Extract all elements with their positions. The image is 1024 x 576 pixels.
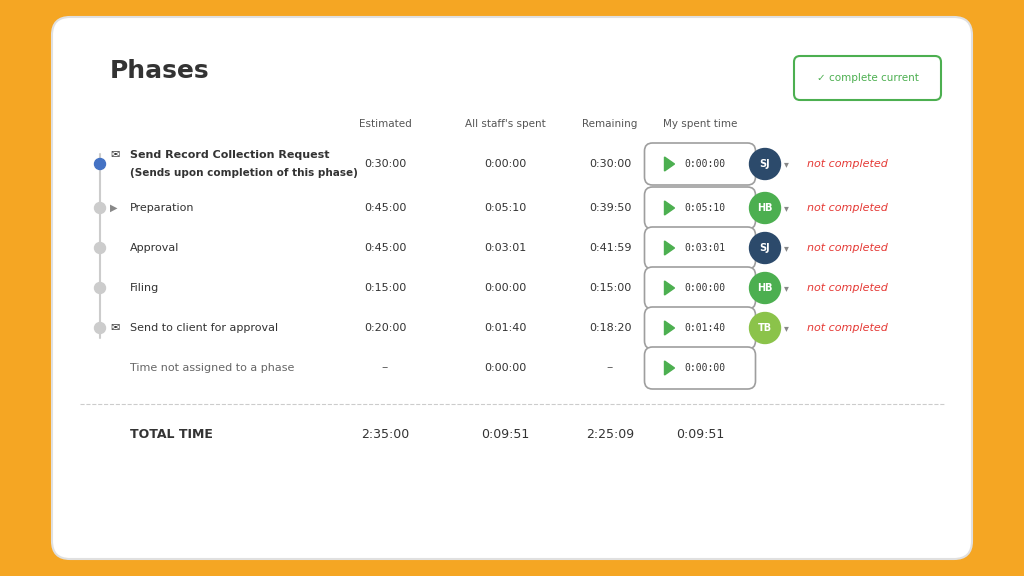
Text: –: – — [607, 362, 613, 374]
Text: 0:20:00: 0:20:00 — [364, 323, 407, 333]
Circle shape — [94, 203, 105, 214]
FancyBboxPatch shape — [644, 187, 756, 229]
Text: 0:30:00: 0:30:00 — [364, 159, 407, 169]
Polygon shape — [665, 201, 675, 215]
Text: Estimated: Estimated — [358, 119, 412, 129]
Text: 0:00:00: 0:00:00 — [684, 363, 726, 373]
Text: TB: TB — [758, 323, 772, 333]
Circle shape — [750, 313, 780, 343]
Polygon shape — [665, 157, 675, 171]
Text: 0:18:20: 0:18:20 — [589, 323, 631, 333]
Polygon shape — [665, 241, 675, 255]
Circle shape — [94, 282, 105, 294]
Text: 2:35:00: 2:35:00 — [360, 427, 410, 441]
Text: 0:15:00: 0:15:00 — [589, 283, 631, 293]
Text: 0:03:01: 0:03:01 — [684, 243, 726, 253]
FancyBboxPatch shape — [644, 227, 756, 269]
Text: 0:00:00: 0:00:00 — [484, 283, 526, 293]
Circle shape — [750, 233, 780, 263]
Text: 2:25:09: 2:25:09 — [586, 427, 634, 441]
FancyBboxPatch shape — [644, 307, 756, 349]
Text: ✉: ✉ — [110, 323, 120, 333]
Text: Send Record Collection Request: Send Record Collection Request — [130, 150, 330, 160]
Text: ✉: ✉ — [110, 150, 120, 160]
Text: Preparation: Preparation — [130, 203, 195, 213]
Text: not completed: not completed — [807, 243, 888, 253]
Text: 0:45:00: 0:45:00 — [364, 243, 407, 253]
Text: Filing: Filing — [130, 283, 160, 293]
Text: not completed: not completed — [807, 159, 888, 169]
Text: HB: HB — [758, 203, 773, 213]
Text: not completed: not completed — [807, 323, 888, 333]
FancyBboxPatch shape — [52, 17, 972, 559]
Text: Send to client for approval: Send to client for approval — [130, 323, 279, 333]
Circle shape — [94, 158, 105, 169]
Text: My spent time: My spent time — [663, 119, 737, 129]
Text: 0:00:00: 0:00:00 — [684, 159, 726, 169]
Text: 0:41:59: 0:41:59 — [589, 243, 631, 253]
Text: 0:01:40: 0:01:40 — [483, 323, 526, 333]
Circle shape — [750, 192, 780, 223]
Text: ▾: ▾ — [784, 159, 788, 169]
Polygon shape — [665, 321, 675, 335]
FancyBboxPatch shape — [644, 143, 756, 185]
Text: All staff's spent: All staff's spent — [465, 119, 546, 129]
Text: HB: HB — [758, 283, 773, 293]
Text: 0:15:00: 0:15:00 — [364, 283, 407, 293]
Text: ▾: ▾ — [784, 203, 788, 213]
Text: SJ: SJ — [760, 243, 770, 253]
Text: 0:39:50: 0:39:50 — [589, 203, 631, 213]
Polygon shape — [665, 281, 675, 295]
Text: 0:09:51: 0:09:51 — [481, 427, 529, 441]
FancyBboxPatch shape — [644, 347, 756, 389]
FancyBboxPatch shape — [794, 56, 941, 100]
Text: 0:01:40: 0:01:40 — [684, 323, 726, 333]
Text: Approval: Approval — [130, 243, 179, 253]
Text: 0:30:00: 0:30:00 — [589, 159, 631, 169]
Polygon shape — [665, 361, 675, 375]
Text: Phases: Phases — [110, 59, 210, 83]
Text: ▶: ▶ — [110, 203, 118, 213]
Text: 0:05:10: 0:05:10 — [484, 203, 526, 213]
Text: 0:00:00: 0:00:00 — [684, 283, 726, 293]
Text: 0:03:01: 0:03:01 — [484, 243, 526, 253]
Circle shape — [750, 149, 780, 180]
Circle shape — [750, 272, 780, 304]
Text: Time not assigned to a phase: Time not assigned to a phase — [130, 363, 294, 373]
Text: TOTAL TIME: TOTAL TIME — [130, 427, 213, 441]
Text: 0:09:51: 0:09:51 — [676, 427, 724, 441]
Text: 0:00:00: 0:00:00 — [484, 363, 526, 373]
Text: ✓ complete current: ✓ complete current — [816, 73, 919, 83]
Text: not completed: not completed — [807, 283, 888, 293]
Text: ▾: ▾ — [784, 283, 788, 293]
Text: Remaining: Remaining — [583, 119, 638, 129]
Text: (Sends upon completion of this phase): (Sends upon completion of this phase) — [130, 168, 357, 178]
FancyBboxPatch shape — [644, 267, 756, 309]
Circle shape — [94, 323, 105, 334]
Text: 0:00:00: 0:00:00 — [484, 159, 526, 169]
Text: SJ: SJ — [760, 159, 770, 169]
Text: 0:45:00: 0:45:00 — [364, 203, 407, 213]
Text: ▾: ▾ — [784, 243, 788, 253]
Text: –: – — [382, 362, 388, 374]
Text: not completed: not completed — [807, 203, 888, 213]
Text: ▾: ▾ — [784, 323, 788, 333]
Text: 0:05:10: 0:05:10 — [684, 203, 726, 213]
Circle shape — [94, 242, 105, 253]
